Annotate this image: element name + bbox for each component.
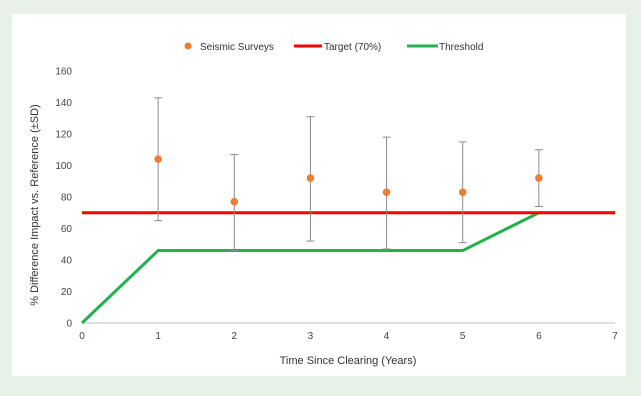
legend-label-threshold: Threshold <box>439 42 483 53</box>
x-tick-label: 7 <box>612 331 618 342</box>
y-tick-label: 140 <box>55 98 72 109</box>
y-tick-label: 80 <box>61 193 73 204</box>
chart-svg: Seismic Surveys Target (70%) Threshold 0… <box>29 42 618 367</box>
seismic-survey-point <box>382 188 391 197</box>
x-tick-label: 1 <box>155 331 161 342</box>
seismic-survey-point <box>230 197 239 206</box>
y-axis-title: % Difference Impact vs. Reference (±SD) <box>29 104 41 305</box>
y-tick-label: 100 <box>55 161 72 172</box>
axes: 0 20 40 60 80 100 120 140 160 0 1 2 3 4 5 6 7 <box>55 67 618 343</box>
legend-label-target: Target (70%) <box>324 42 381 53</box>
legend-marker-seismic-surveys <box>184 42 192 50</box>
seismic-survey-point <box>154 155 162 163</box>
y-tick-label: 120 <box>55 130 72 141</box>
x-tick-label: 0 <box>79 331 85 342</box>
x-tick-label: 5 <box>460 331 466 342</box>
seismic-survey-point <box>306 174 315 182</box>
x-tick-label: 3 <box>308 331 314 342</box>
y-tick-label: 0 <box>66 319 72 330</box>
x-axis-title: Time Since Clearing (Years) <box>280 355 417 367</box>
plot-area <box>80 97 615 325</box>
x-tick-label: 4 <box>384 331 390 342</box>
y-tick-label: 60 <box>61 224 73 235</box>
y-tick-label: 160 <box>55 67 72 78</box>
legend-label-seismic-surveys: Seismic Surveys <box>200 42 274 53</box>
x-tick-label: 2 <box>232 331 238 342</box>
x-tick-label: 6 <box>536 331 542 342</box>
legend: Seismic Surveys Target (70%) Threshold <box>184 42 483 53</box>
seismic-survey-point <box>458 188 467 197</box>
y-tick-label: 20 <box>61 287 73 298</box>
chart-card: Seismic Surveys Target (70%) Threshold 0… <box>12 14 626 376</box>
seismic-survey-point <box>535 174 543 182</box>
y-tick-label: 40 <box>61 256 73 267</box>
threshold-line <box>80 211 615 325</box>
